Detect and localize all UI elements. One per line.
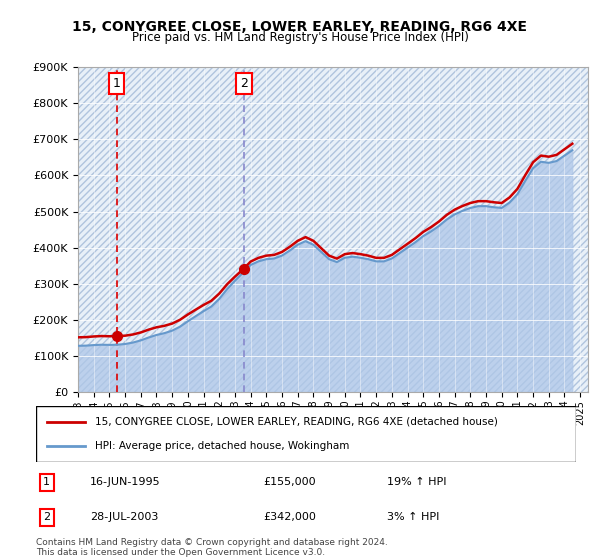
Text: 2: 2 xyxy=(240,77,248,90)
Text: 15, CONYGREE CLOSE, LOWER EARLEY, READING, RG6 4XE (detached house): 15, CONYGREE CLOSE, LOWER EARLEY, READIN… xyxy=(95,417,498,427)
Text: 16-JUN-1995: 16-JUN-1995 xyxy=(90,477,161,487)
Text: 28-JUL-2003: 28-JUL-2003 xyxy=(90,512,158,522)
Text: 1: 1 xyxy=(113,77,121,90)
Text: 2: 2 xyxy=(43,512,50,522)
Text: £155,000: £155,000 xyxy=(263,477,316,487)
Text: HPI: Average price, detached house, Wokingham: HPI: Average price, detached house, Woki… xyxy=(95,441,350,451)
Text: Contains HM Land Registry data © Crown copyright and database right 2024.
This d: Contains HM Land Registry data © Crown c… xyxy=(36,538,388,557)
Text: 1: 1 xyxy=(43,477,50,487)
Text: Price paid vs. HM Land Registry's House Price Index (HPI): Price paid vs. HM Land Registry's House … xyxy=(131,31,469,44)
Text: 3% ↑ HPI: 3% ↑ HPI xyxy=(387,512,439,522)
Text: £342,000: £342,000 xyxy=(263,512,316,522)
Text: 19% ↑ HPI: 19% ↑ HPI xyxy=(387,477,446,487)
Text: 15, CONYGREE CLOSE, LOWER EARLEY, READING, RG6 4XE: 15, CONYGREE CLOSE, LOWER EARLEY, READIN… xyxy=(73,20,527,34)
FancyBboxPatch shape xyxy=(36,406,576,462)
